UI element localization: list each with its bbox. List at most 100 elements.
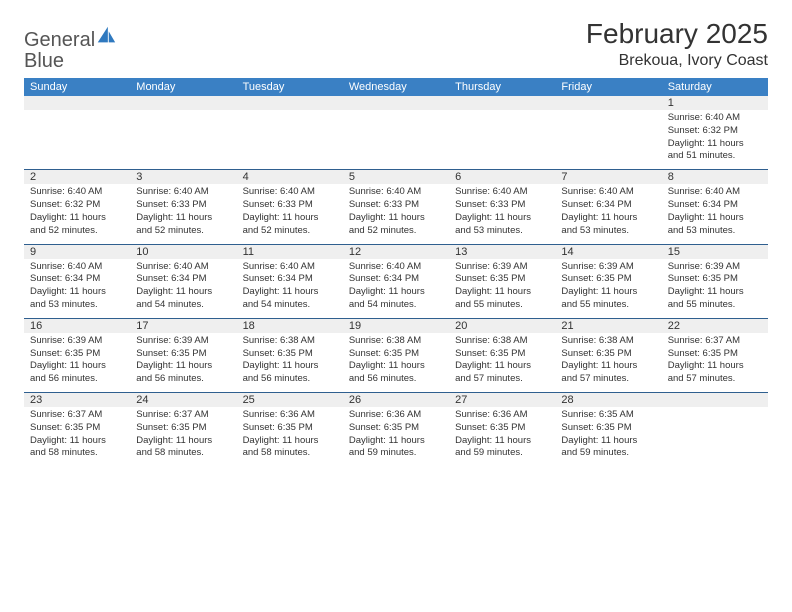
sunset-text: Sunset: 6:35 PM [243, 348, 337, 361]
sunrise-text: Sunrise: 6:39 AM [455, 261, 549, 274]
day-number [237, 96, 343, 110]
weekday-tuesday: Tuesday [237, 78, 343, 96]
daylight-text: Daylight: 11 hours and 52 minutes. [136, 212, 230, 238]
daylight-text: Daylight: 11 hours and 52 minutes. [30, 212, 124, 238]
day-number: 27 [449, 393, 555, 407]
sunset-text: Sunset: 6:35 PM [136, 348, 230, 361]
sunrise-text: Sunrise: 6:40 AM [136, 261, 230, 274]
day-body: Sunrise: 6:36 AMSunset: 6:35 PMDaylight:… [449, 407, 555, 466]
sunset-text: Sunset: 6:35 PM [349, 422, 443, 435]
day-number [662, 393, 768, 407]
daylight-text: Daylight: 11 hours and 54 minutes. [349, 286, 443, 312]
day-number: 6 [449, 170, 555, 184]
sunset-text: Sunset: 6:34 PM [30, 273, 124, 286]
day-number: 10 [130, 245, 236, 259]
daylight-text: Daylight: 11 hours and 55 minutes. [455, 286, 549, 312]
sunrise-text: Sunrise: 6:37 AM [30, 409, 124, 422]
month-title: February 2025 [586, 18, 768, 50]
day-number: 26 [343, 393, 449, 407]
sunrise-text: Sunrise: 6:40 AM [561, 186, 655, 199]
logo-word-blue: Blue [24, 50, 64, 72]
sunset-text: Sunset: 6:33 PM [349, 199, 443, 212]
weekday-header-row: Sunday Monday Tuesday Wednesday Thursday… [24, 78, 768, 96]
sunrise-text: Sunrise: 6:39 AM [561, 261, 655, 274]
daylight-text: Daylight: 11 hours and 58 minutes. [136, 435, 230, 461]
sunrise-text: Sunrise: 6:40 AM [455, 186, 549, 199]
sunset-text: Sunset: 6:35 PM [243, 422, 337, 435]
calendar: Sunday Monday Tuesday Wednesday Thursday… [24, 78, 768, 466]
sunrise-text: Sunrise: 6:37 AM [136, 409, 230, 422]
daylight-text: Daylight: 11 hours and 59 minutes. [561, 435, 655, 461]
sunrise-text: Sunrise: 6:39 AM [668, 261, 762, 274]
sunset-text: Sunset: 6:35 PM [561, 348, 655, 361]
sunset-text: Sunset: 6:35 PM [561, 273, 655, 286]
sunrise-text: Sunrise: 6:40 AM [243, 186, 337, 199]
day-body: Sunrise: 6:36 AMSunset: 6:35 PMDaylight:… [343, 407, 449, 466]
daylight-text: Daylight: 11 hours and 56 minutes. [243, 360, 337, 386]
day-body: Sunrise: 6:39 AMSunset: 6:35 PMDaylight:… [662, 259, 768, 318]
day-number: 24 [130, 393, 236, 407]
sunset-text: Sunset: 6:35 PM [30, 422, 124, 435]
day-number: 13 [449, 245, 555, 259]
calendar-page: General Blue February 2025 Brekoua, Ivor… [0, 0, 792, 476]
day-body: Sunrise: 6:40 AMSunset: 6:34 PMDaylight:… [237, 259, 343, 318]
day-number [449, 96, 555, 110]
sunrise-text: Sunrise: 6:40 AM [668, 112, 762, 125]
sunset-text: Sunset: 6:34 PM [136, 273, 230, 286]
sunset-text: Sunset: 6:34 PM [668, 199, 762, 212]
weekday-thursday: Thursday [449, 78, 555, 96]
day-body [662, 407, 768, 466]
daylight-text: Daylight: 11 hours and 57 minutes. [561, 360, 655, 386]
sunrise-text: Sunrise: 6:37 AM [668, 335, 762, 348]
day-body: Sunrise: 6:39 AMSunset: 6:35 PMDaylight:… [449, 259, 555, 318]
day-body: Sunrise: 6:40 AMSunset: 6:34 PMDaylight:… [24, 259, 130, 318]
day-number: 5 [343, 170, 449, 184]
day-number: 22 [662, 319, 768, 333]
sunrise-text: Sunrise: 6:40 AM [668, 186, 762, 199]
day-body: Sunrise: 6:40 AMSunset: 6:33 PMDaylight:… [237, 184, 343, 243]
day-body: Sunrise: 6:38 AMSunset: 6:35 PMDaylight:… [343, 333, 449, 392]
sunrise-text: Sunrise: 6:38 AM [349, 335, 443, 348]
day-body: Sunrise: 6:38 AMSunset: 6:35 PMDaylight:… [555, 333, 661, 392]
sunset-text: Sunset: 6:35 PM [668, 348, 762, 361]
sunset-text: Sunset: 6:34 PM [349, 273, 443, 286]
day-number: 25 [237, 393, 343, 407]
daylight-text: Daylight: 11 hours and 57 minutes. [668, 360, 762, 386]
day-body: Sunrise: 6:37 AMSunset: 6:35 PMDaylight:… [662, 333, 768, 392]
sail-icon [95, 24, 117, 46]
day-number: 14 [555, 245, 661, 259]
day-body: Sunrise: 6:40 AMSunset: 6:33 PMDaylight:… [130, 184, 236, 243]
weeks-container: 1Sunrise: 6:40 AMSunset: 6:32 PMDaylight… [24, 96, 768, 466]
logo-text: General Blue [24, 24, 117, 72]
day-number [130, 96, 236, 110]
day-body: Sunrise: 6:40 AMSunset: 6:33 PMDaylight:… [343, 184, 449, 243]
sunset-text: Sunset: 6:33 PM [243, 199, 337, 212]
sunset-text: Sunset: 6:35 PM [455, 273, 549, 286]
week-row: 1Sunrise: 6:40 AMSunset: 6:32 PMDaylight… [24, 96, 768, 170]
sunset-text: Sunset: 6:35 PM [668, 273, 762, 286]
day-body [24, 110, 130, 169]
sunrise-text: Sunrise: 6:40 AM [243, 261, 337, 274]
daylight-text: Daylight: 11 hours and 53 minutes. [30, 286, 124, 312]
day-body: Sunrise: 6:40 AMSunset: 6:32 PMDaylight:… [662, 110, 768, 169]
title-block: February 2025 Brekoua, Ivory Coast [586, 18, 768, 70]
location: Brekoua, Ivory Coast [586, 52, 768, 70]
logo-word-general: General [24, 29, 95, 51]
sunrise-text: Sunrise: 6:36 AM [243, 409, 337, 422]
day-body [237, 110, 343, 169]
sunset-text: Sunset: 6:35 PM [561, 422, 655, 435]
logo: General Blue [24, 18, 117, 72]
daylight-text: Daylight: 11 hours and 55 minutes. [561, 286, 655, 312]
sunrise-text: Sunrise: 6:40 AM [349, 186, 443, 199]
sunrise-text: Sunrise: 6:40 AM [136, 186, 230, 199]
sunset-text: Sunset: 6:34 PM [243, 273, 337, 286]
day-number: 18 [237, 319, 343, 333]
sunrise-text: Sunrise: 6:40 AM [30, 261, 124, 274]
day-number: 19 [343, 319, 449, 333]
sunset-text: Sunset: 6:33 PM [455, 199, 549, 212]
sunset-text: Sunset: 6:35 PM [30, 348, 124, 361]
sunset-text: Sunset: 6:35 PM [136, 422, 230, 435]
day-body [343, 110, 449, 169]
sunrise-text: Sunrise: 6:38 AM [243, 335, 337, 348]
daylight-text: Daylight: 11 hours and 56 minutes. [136, 360, 230, 386]
